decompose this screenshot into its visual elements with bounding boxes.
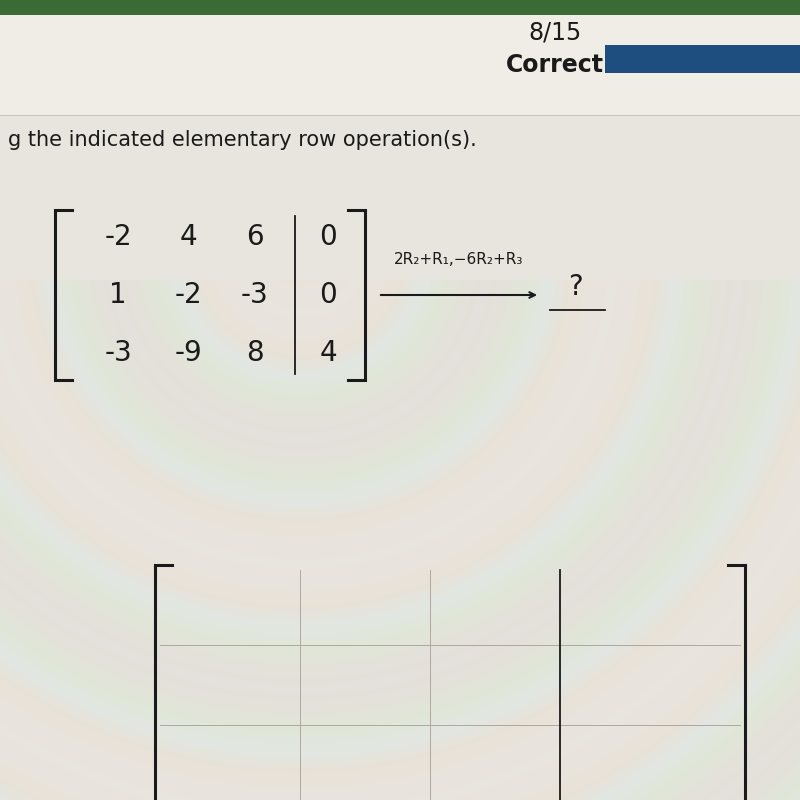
Text: -2: -2: [104, 223, 132, 251]
Text: g the indicated elementary row operation(s).: g the indicated elementary row operation…: [8, 130, 477, 150]
FancyBboxPatch shape: [0, 0, 800, 15]
Text: ?: ?: [568, 273, 582, 301]
Text: 1: 1: [109, 281, 127, 309]
Text: 8: 8: [246, 339, 264, 367]
FancyBboxPatch shape: [0, 15, 800, 115]
FancyBboxPatch shape: [605, 45, 800, 73]
Text: 0: 0: [319, 281, 337, 309]
Text: 0: 0: [319, 223, 337, 251]
Text: -3: -3: [104, 339, 132, 367]
Text: 2R₂+R₁,−6R₂+R₃: 2R₂+R₁,−6R₂+R₃: [394, 252, 524, 267]
Text: Correct: Correct: [506, 53, 604, 77]
Text: -9: -9: [174, 339, 202, 367]
FancyBboxPatch shape: [0, 115, 800, 800]
Text: -2: -2: [174, 281, 202, 309]
Text: -3: -3: [241, 281, 269, 309]
Text: 4: 4: [179, 223, 197, 251]
Text: 8/15: 8/15: [528, 21, 582, 45]
Text: 6: 6: [246, 223, 264, 251]
Text: 4: 4: [319, 339, 337, 367]
